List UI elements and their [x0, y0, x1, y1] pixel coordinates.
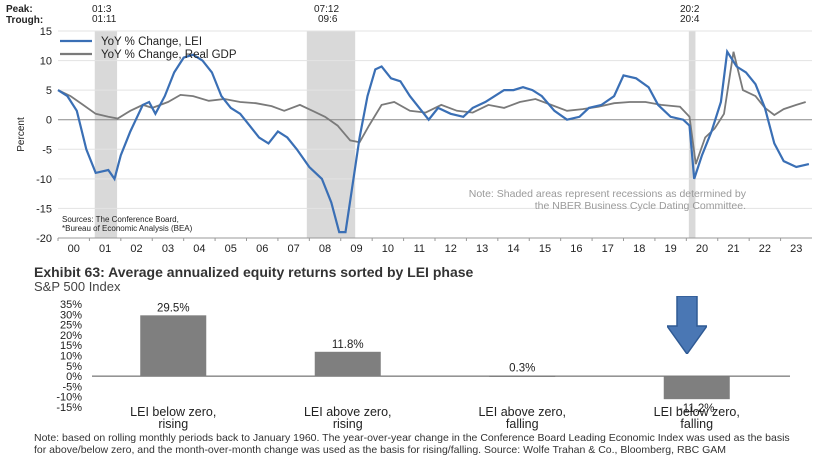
y-tick-label: 5%: [66, 361, 82, 373]
category-label: falling: [506, 417, 539, 431]
trough-label: Trough:: [6, 15, 44, 26]
x-tick-label: 09: [350, 243, 362, 255]
sources-text: Sources: The Conference Board,: [62, 215, 179, 224]
y-tick-label: 10: [40, 56, 52, 68]
y-tick-label: -10: [36, 174, 52, 186]
y-tick-label: -5: [42, 144, 52, 156]
category-label: LEI below zero,: [654, 405, 740, 419]
down-arrow-icon: [667, 296, 707, 354]
y-tick-label: 15%: [60, 340, 82, 352]
y-tick-label: 30%: [60, 309, 82, 321]
bar-chart-canvas: 35%30%25%20%15%10%5%0%-5%-10%-15% 29.5% LE…: [56, 299, 790, 431]
category-label: LEI above zero,: [478, 405, 566, 419]
y-tick-label: -15: [36, 203, 52, 215]
x-tick-label: 06: [256, 243, 268, 255]
category-label: falling: [680, 417, 713, 431]
y-tick-label: -20: [36, 233, 52, 245]
recession-3-peak: 20:2: [680, 4, 700, 15]
y-tick-label: 15: [40, 26, 52, 38]
x-tick-label: 10: [382, 243, 394, 255]
x-tick-label: 13: [476, 243, 488, 255]
recession-note: Note: Shaded areas represent recessions …: [469, 188, 747, 200]
x-tick-label: 17: [602, 243, 614, 255]
y-tick-label: 10%: [60, 351, 82, 363]
x-tick-label: 02: [130, 243, 142, 255]
recession-band: [94, 31, 118, 238]
legend-label: YoY % Change, Real GDP: [101, 49, 237, 61]
x-tick-label: 03: [162, 243, 174, 255]
category-label: LEI below zero,: [130, 405, 216, 419]
series-line: [57, 48, 810, 234]
bar: [489, 375, 556, 377]
category-label: rising: [333, 417, 363, 431]
x-tick-label: 18: [633, 243, 645, 255]
lei-gdp-chart: Peak: Trough: 01:3 01:11 07:12 09:6 20:2…: [6, 4, 812, 255]
x-tick-label: 04: [193, 243, 205, 255]
x-tick-label: 19: [665, 243, 677, 255]
legend-label: YoY % Change, LEI: [101, 36, 202, 48]
y-tick-label: 0%: [66, 371, 82, 383]
returns-exhibit: Exhibit 63: Average annualized equity re…: [0, 262, 840, 472]
y-tick-label: -15%: [56, 402, 82, 414]
y-tick-label: 20%: [60, 330, 82, 342]
recession-note: the NBER Business Cycle Dating Committee…: [535, 200, 746, 212]
exhibit-note: Note: based on rolling monthly periods b…: [34, 432, 790, 456]
peak-label: Peak:: [6, 4, 33, 15]
recession-band: [306, 31, 356, 238]
recession-1-trough: 01:11: [92, 14, 117, 25]
recession-2-trough: 09:6: [318, 14, 338, 25]
data-label: 11.8%: [332, 339, 364, 351]
x-tick-label: 22: [759, 243, 771, 255]
data-label: -11.2%: [679, 403, 715, 415]
bar: [663, 376, 730, 400]
y-tick-label: 0: [46, 115, 52, 127]
sources-text: *Bureau of Economic Analysis (BEA): [62, 224, 193, 233]
recession-2-peak: 07:12: [314, 4, 340, 15]
line-chart-canvas: 15 10 5 0 -5 -10 -15 -20 00 01 02 03 04 05 06 07 08 09 10 1…: [16, 26, 812, 255]
x-tick-label: 08: [319, 243, 331, 255]
y-tick-label: 25%: [60, 320, 82, 332]
category-label: rising: [158, 417, 188, 431]
x-tick-label: 16: [570, 243, 582, 255]
exhibit-title: Exhibit 63: Average annualized equity re…: [34, 264, 474, 280]
category-label: LEI above zero,: [304, 405, 392, 419]
x-tick-label: 23: [790, 243, 802, 255]
x-tick-label: 00: [68, 243, 80, 255]
bar: [140, 315, 207, 377]
y-tick-label: -5%: [62, 381, 82, 393]
recession-3-trough: 20:4: [680, 14, 700, 25]
y-tick-label: 5: [46, 85, 52, 97]
data-label: 29.5%: [157, 302, 190, 314]
exhibit-subtitle: S&P 500 Index: [34, 279, 121, 294]
recession-1-peak: 01:3: [92, 4, 112, 15]
x-tick-label: 14: [507, 243, 519, 255]
x-tick-label: 20: [696, 243, 708, 255]
y-tick-label: 35%: [60, 299, 82, 311]
data-label: 0.3%: [509, 362, 535, 374]
x-tick-label: 07: [288, 243, 300, 255]
x-tick-label: 11: [414, 243, 425, 255]
x-tick-label: 15: [539, 243, 551, 255]
y-axis-label: Percent: [16, 117, 27, 152]
bar: [314, 351, 381, 377]
x-tick-label: 01: [99, 243, 111, 255]
x-tick-label: 21: [727, 243, 739, 255]
x-tick-label: 05: [225, 243, 237, 255]
x-tick-label: 12: [445, 243, 457, 255]
y-tick-label: -10%: [56, 392, 82, 404]
